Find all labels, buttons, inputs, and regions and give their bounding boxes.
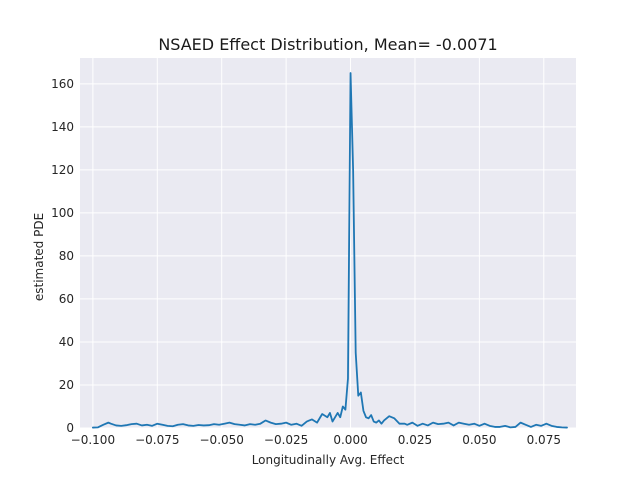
x-tick-label: −0.075 [135, 433, 179, 447]
y-tick-label: 100 [51, 206, 74, 220]
chart-title: NSAED Effect Distribution, Mean= -0.0071 [158, 35, 497, 54]
y-tick-label: 120 [51, 163, 74, 177]
x-tick-label: 0.000 [333, 433, 367, 447]
x-tick-label: 0.050 [462, 433, 496, 447]
x-tick-label: −0.050 [200, 433, 244, 447]
x-tick-label: 0.025 [398, 433, 432, 447]
y-tick-label: 60 [59, 292, 74, 306]
y-tick-label: 40 [59, 335, 74, 349]
y-tick-label: 0 [66, 421, 74, 435]
y-tick-label: 20 [59, 378, 74, 392]
y-axis-label: estimated PDE [32, 213, 46, 301]
plot-area [80, 58, 576, 428]
x-tick-label: 0.075 [527, 433, 561, 447]
x-tick-labels: −0.100 −0.075 −0.050 −0.025 0.000 0.025 0.050 0… [71, 433, 561, 447]
y-tick-label: 80 [59, 249, 74, 263]
series-line [91, 72, 568, 429]
x-tick-label: −0.100 [71, 433, 115, 447]
x-tick-label: −0.025 [264, 433, 308, 447]
y-tick-label: 140 [51, 120, 74, 134]
y-gridlines [80, 83, 576, 429]
y-tick-labels: 0 20 40 60 80 100 120 140 160 [51, 77, 74, 435]
y-tick-label: 160 [51, 77, 74, 91]
x-axis-label: Longitudinally Avg. Effect [252, 453, 405, 467]
